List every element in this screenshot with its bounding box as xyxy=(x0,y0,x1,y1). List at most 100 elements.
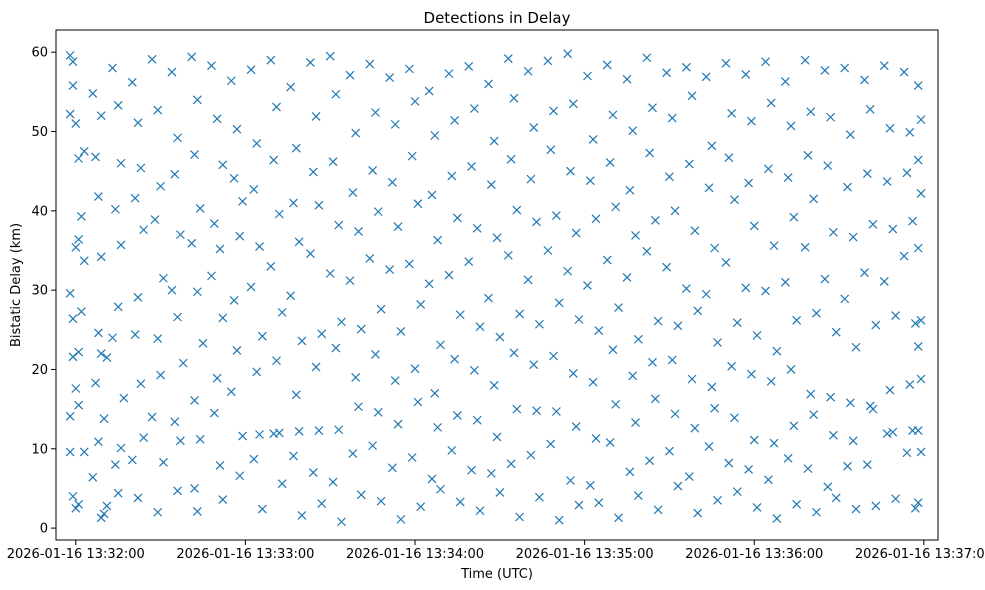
detection-marker xyxy=(452,411,462,420)
detection-marker xyxy=(387,177,397,187)
detection-marker xyxy=(71,384,81,393)
detection-marker xyxy=(229,173,239,183)
detection-marker xyxy=(611,202,621,212)
detection-marker xyxy=(746,116,756,126)
detection-marker xyxy=(763,475,773,485)
detection-marker xyxy=(356,324,366,334)
detection-marker xyxy=(512,404,522,414)
detection-marker xyxy=(252,367,262,377)
detection-marker xyxy=(910,503,920,513)
detection-marker xyxy=(308,468,318,478)
detection-marker xyxy=(266,261,276,271)
detection-marker xyxy=(786,121,796,131)
detection-marker xyxy=(444,69,454,79)
detection-marker xyxy=(690,423,700,433)
detection-marker xyxy=(905,380,915,389)
detection-marker xyxy=(761,286,770,296)
detection-marker xyxy=(812,507,821,517)
detection-marker xyxy=(430,388,440,398)
detection-marker xyxy=(843,182,852,192)
detection-marker xyxy=(684,472,694,481)
detection-marker xyxy=(68,57,78,67)
detection-marker xyxy=(472,415,482,425)
detection-marker xyxy=(792,315,802,325)
detection-marker xyxy=(170,169,180,179)
detection-marker xyxy=(207,61,216,71)
detection-marker xyxy=(444,270,454,280)
detection-marker xyxy=(860,75,869,85)
detection-marker xyxy=(337,517,346,527)
detection-marker xyxy=(289,451,298,461)
detection-marker xyxy=(879,277,889,286)
detection-marker xyxy=(96,111,106,121)
detection-marker xyxy=(108,63,117,73)
detection-marker xyxy=(257,504,267,514)
detection-marker xyxy=(803,464,813,474)
detection-marker xyxy=(365,59,375,69)
detection-marker xyxy=(571,228,581,238)
detection-marker xyxy=(885,123,895,133)
detection-marker xyxy=(574,315,584,324)
detection-marker xyxy=(865,104,875,114)
detection-marker xyxy=(212,373,222,383)
detection-marker xyxy=(529,360,539,370)
detection-marker xyxy=(187,238,197,248)
detection-marker xyxy=(888,224,898,234)
detection-marker xyxy=(563,49,573,59)
detection-marker xyxy=(127,455,137,465)
detection-marker xyxy=(65,411,75,421)
detection-marker xyxy=(147,54,157,64)
detection-marker xyxy=(509,93,519,103)
detection-marker xyxy=(653,316,663,326)
detection-marker xyxy=(195,204,205,213)
detection-marker xyxy=(173,312,182,322)
detection-marker xyxy=(249,185,259,194)
detection-marker xyxy=(908,216,917,226)
detection-marker xyxy=(246,65,256,75)
detection-marker xyxy=(113,100,123,110)
detection-marker xyxy=(701,289,711,299)
detection-marker xyxy=(113,488,123,498)
detection-marker xyxy=(769,438,779,448)
detection-marker xyxy=(416,300,426,309)
detection-marker xyxy=(534,492,544,502)
detection-marker xyxy=(153,507,163,517)
detection-marker xyxy=(215,244,225,254)
detection-marker xyxy=(888,427,898,437)
detection-marker xyxy=(549,106,558,116)
detection-marker xyxy=(681,62,691,72)
detection-marker xyxy=(693,508,703,518)
detection-marker xyxy=(116,158,126,168)
detection-marker xyxy=(91,378,101,388)
detection-marker xyxy=(139,433,149,443)
detection-marker xyxy=(68,314,78,324)
detection-marker xyxy=(642,53,652,63)
detection-marker xyxy=(277,479,287,489)
detection-marker xyxy=(356,490,366,500)
detection-marker xyxy=(721,58,731,68)
detection-marker xyxy=(74,234,84,244)
detection-marker xyxy=(622,74,632,84)
detection-marker xyxy=(190,150,199,159)
detection-marker xyxy=(614,513,623,523)
detection-marker xyxy=(192,287,202,297)
detection-marker xyxy=(450,115,460,125)
detection-marker xyxy=(529,123,539,132)
detection-marker xyxy=(175,436,185,446)
detection-marker xyxy=(662,68,672,78)
detection-marker xyxy=(232,124,242,134)
detection-marker xyxy=(93,328,103,338)
detection-marker xyxy=(255,430,264,439)
detection-marker xyxy=(192,95,202,105)
detection-marker xyxy=(662,262,672,272)
detection-marker xyxy=(325,51,335,61)
detection-marker xyxy=(354,227,363,236)
detection-marker xyxy=(354,402,363,412)
detection-marker xyxy=(331,343,341,353)
detection-marker xyxy=(93,437,103,447)
detection-marker xyxy=(713,338,722,347)
detection-marker xyxy=(746,369,756,379)
detection-marker xyxy=(710,243,720,253)
detection-marker xyxy=(108,333,117,343)
detection-marker xyxy=(158,457,168,467)
